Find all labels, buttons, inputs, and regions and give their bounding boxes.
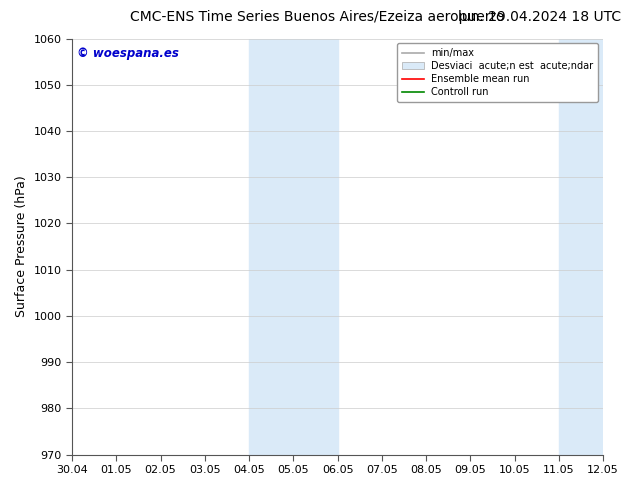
Bar: [559, 39, 603, 455]
Text: CMC-ENS Time Series Buenos Aires/Ezeiza aeropuerto: CMC-ENS Time Series Buenos Aires/Ezeiza …: [130, 10, 504, 24]
Bar: [249, 39, 338, 455]
Text: lun. 29.04.2024 18 UTC: lun. 29.04.2024 18 UTC: [458, 10, 621, 24]
Legend: min/max, Desviaci  acute;n est  acute;ndar, Ensemble mean run, Controll run: min/max, Desviaci acute;n est acute;ndar…: [398, 44, 598, 102]
Text: © woespana.es: © woespana.es: [77, 47, 179, 60]
Y-axis label: Surface Pressure (hPa): Surface Pressure (hPa): [15, 176, 28, 318]
